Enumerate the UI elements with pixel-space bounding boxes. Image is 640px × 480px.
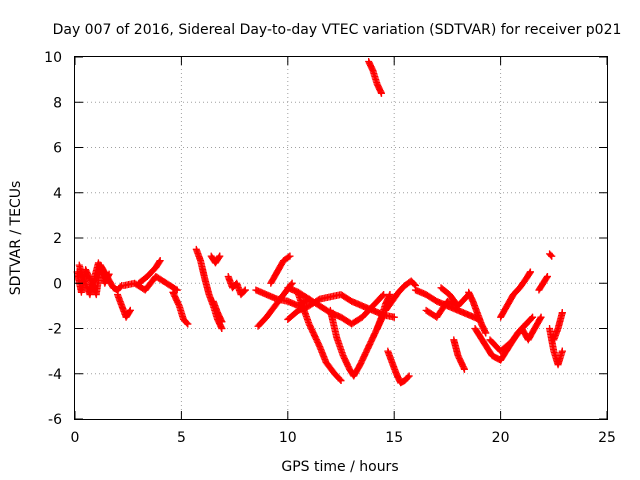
series-arc-06 <box>169 288 192 328</box>
data-point <box>410 280 418 288</box>
x-axis-label: GPS time / hours <box>281 459 398 475</box>
data-point <box>183 319 191 327</box>
y-tick-label: 8 <box>53 95 62 111</box>
data-point <box>526 269 534 277</box>
data-point <box>377 89 385 97</box>
data-point <box>380 291 388 299</box>
data-point <box>537 313 545 321</box>
y-tick-label: 6 <box>53 141 62 157</box>
y-tick-label: 0 <box>53 276 62 292</box>
data-points <box>73 58 566 387</box>
data-point <box>386 291 394 299</box>
data-point <box>547 251 555 259</box>
data-point <box>482 329 490 337</box>
x-tick-labels: 0 5 10 15 20 25 <box>71 430 616 446</box>
data-point <box>126 308 134 316</box>
data-point <box>454 302 462 310</box>
data-point <box>288 279 296 287</box>
data-point <box>184 320 192 328</box>
series-arc-25 <box>450 336 468 373</box>
data-point <box>390 313 398 321</box>
series-arc-30 <box>518 313 545 344</box>
y-axis-label: SDTVAR / TECUs <box>8 181 24 296</box>
data-point <box>285 253 293 261</box>
y-tick-label: -2 <box>48 322 62 338</box>
data-point <box>378 292 386 300</box>
y-tick-label: -6 <box>48 412 62 428</box>
series-arc-32 <box>546 250 556 260</box>
data-point <box>405 372 413 380</box>
data-point <box>337 377 345 385</box>
series-arc-29 <box>497 268 534 321</box>
data-point <box>529 313 537 321</box>
data-point <box>105 270 113 278</box>
y-tick-label: 10 <box>44 50 62 66</box>
series-arc-10 <box>224 272 249 299</box>
data-point <box>173 286 181 294</box>
data-point <box>526 268 534 276</box>
series-arc-26 <box>465 288 490 337</box>
series-arc-34 <box>550 309 566 344</box>
chart-title: Day 007 of 2016, Sidereal Day-to-day VTE… <box>53 22 622 38</box>
series-arc-21 <box>382 277 419 314</box>
series-arc-20 <box>384 347 413 387</box>
data-point <box>558 309 566 317</box>
data-point <box>218 318 226 326</box>
data-point <box>558 347 566 355</box>
data-point <box>286 252 294 260</box>
data-point <box>218 325 226 332</box>
y-tick-label: 2 <box>53 231 62 247</box>
x-tick-label: 5 <box>177 430 186 446</box>
data-point <box>543 274 551 282</box>
series-arc-15 <box>294 291 345 385</box>
x-tick-label: 10 <box>279 430 297 446</box>
data-point <box>404 373 412 381</box>
series-arc-02 <box>75 259 113 299</box>
data-point <box>527 314 535 322</box>
data-point <box>216 252 224 260</box>
series-arc-33 <box>546 325 566 369</box>
data-point <box>536 314 544 322</box>
plot-frame <box>74 56 608 420</box>
data-point <box>548 252 556 260</box>
grid <box>75 57 607 419</box>
series-arc-03 <box>114 291 134 321</box>
axis-ticks <box>74 56 608 420</box>
data-point <box>543 272 551 280</box>
data-point <box>241 286 249 294</box>
x-tick-label: 15 <box>385 430 403 446</box>
x-tick-label: 20 <box>492 430 510 446</box>
y-tick-labels: -6 -4 -2 0 2 4 6 8 10 <box>44 50 62 428</box>
series-arc-05 <box>135 257 164 287</box>
series-arc-31 <box>535 272 551 294</box>
data-point <box>215 253 223 261</box>
y-tick-label: -4 <box>48 367 62 383</box>
series-arc-24 <box>437 284 462 310</box>
data-point <box>155 258 163 266</box>
y-tick-label: 4 <box>53 186 62 202</box>
data-point <box>126 306 134 314</box>
data-point <box>460 365 468 373</box>
series-arc-18 <box>365 58 385 97</box>
data-point <box>117 283 125 291</box>
data-point <box>453 301 461 309</box>
data-point <box>336 375 344 383</box>
series-arc-08 <box>207 252 224 267</box>
data-point <box>240 287 248 295</box>
x-tick-label: 0 <box>71 430 80 446</box>
x-tick-label: 25 <box>598 430 616 446</box>
series-arc-09 <box>209 297 226 326</box>
series-arc-13 <box>267 252 294 287</box>
data-point <box>156 257 164 265</box>
